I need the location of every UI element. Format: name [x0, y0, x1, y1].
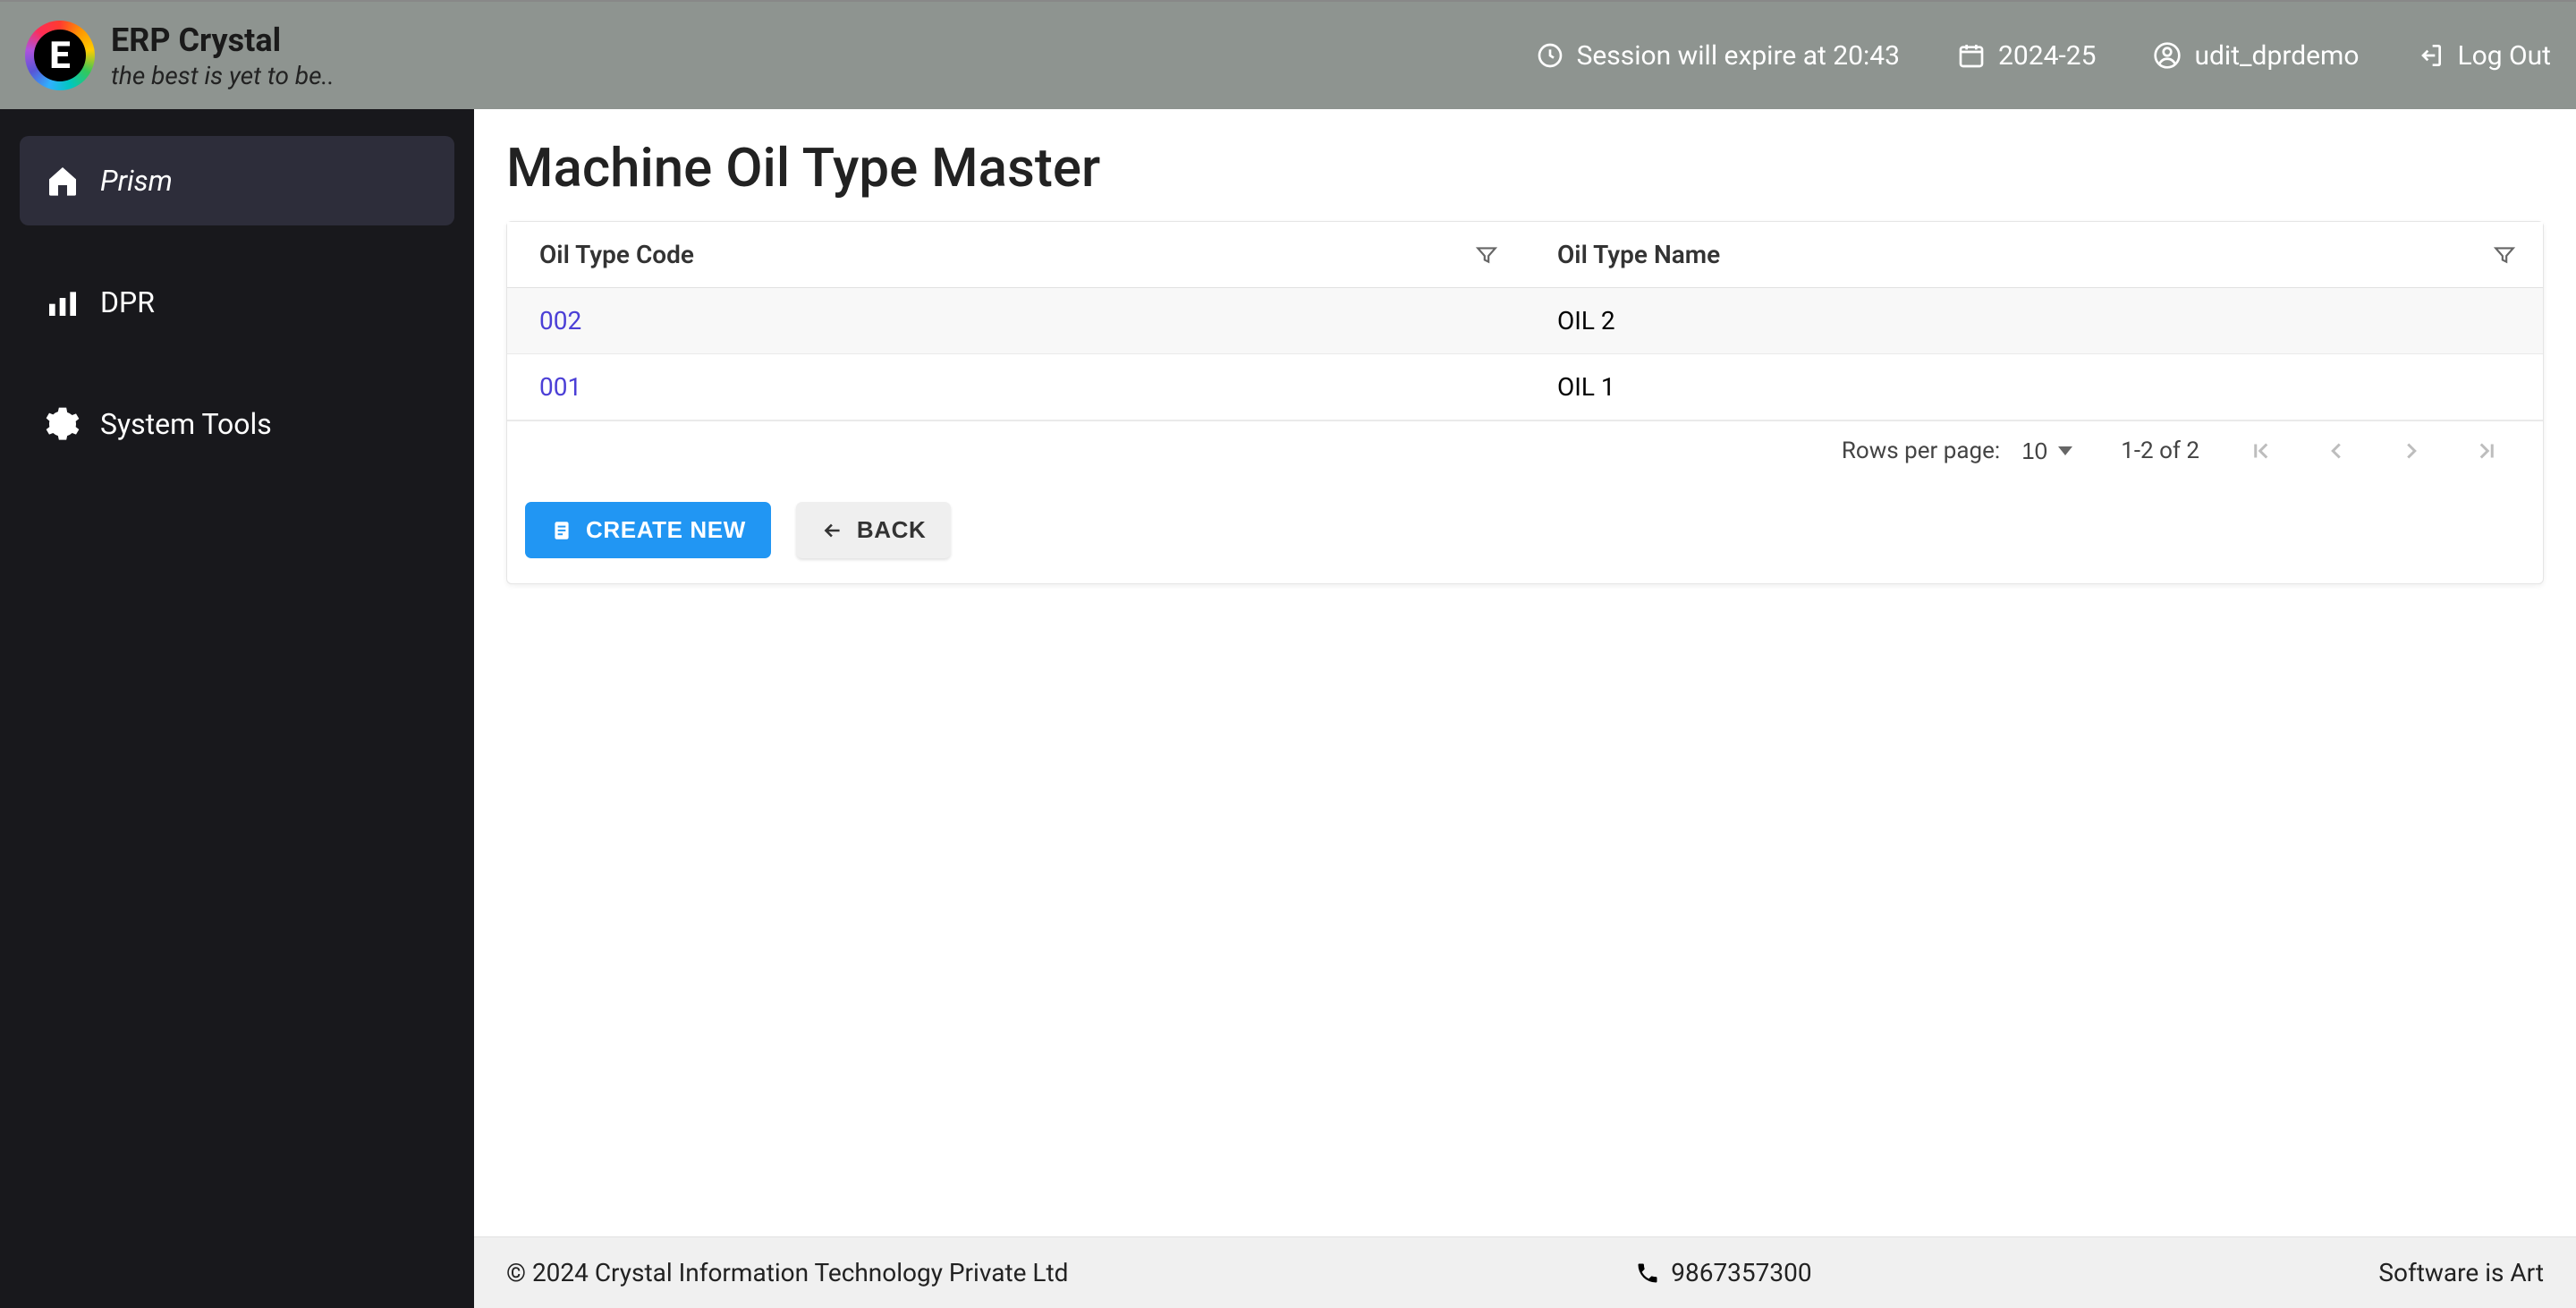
pagination: Rows per page: 10 1-2 of 2 [507, 420, 2543, 480]
top-header: E ERP Crystal the best is yet to be.. Se… [0, 2, 2576, 109]
page-title: Machine Oil Type Master [506, 136, 2544, 200]
prev-page-button[interactable] [2323, 437, 2350, 464]
session-expiry: Session will expire at 20:43 [1536, 40, 1900, 72]
back-button[interactable]: BACK [796, 502, 952, 558]
logout-button[interactable]: Log Out [2416, 40, 2551, 72]
oil-type-name-cell: OIL 1 [1525, 354, 2543, 420]
logout-icon [2416, 41, 2445, 70]
oil-type-name-cell: OIL 2 [1525, 288, 2543, 354]
oil-type-code-link[interactable]: 002 [507, 288, 1525, 354]
table-row: 002 OIL 2 [507, 288, 2543, 354]
user-menu[interactable]: udit_dprdemo [2153, 40, 2359, 72]
sidebar-item-dpr[interactable]: DPR [20, 258, 454, 347]
footer-phone-number: 9867357300 [1671, 1258, 1811, 1287]
rows-per-page-select[interactable]: 10 [2021, 437, 2072, 464]
footer-copyright: © 2024 Crystal Information Technology Pr… [506, 1258, 1068, 1287]
user-icon [2153, 41, 2182, 70]
clock-icon [1536, 41, 1564, 70]
oil-type-table: Oil Type Code Oil Type Name [507, 222, 2543, 420]
sidebar-item-label: System Tools [100, 407, 272, 441]
sidebar-item-prism[interactable]: Prism [20, 136, 454, 225]
arrow-left-icon [821, 519, 844, 542]
back-label: BACK [857, 516, 927, 544]
footer-tagline: Software is Art [2378, 1258, 2544, 1287]
brand-title: ERP Crystal [111, 21, 335, 59]
filter-icon[interactable] [2493, 243, 2516, 267]
column-header-label: Oil Type Code [539, 240, 694, 269]
session-expiry-text: Session will expire at 20:43 [1577, 40, 1900, 72]
home-icon [45, 163, 80, 199]
username-text: udit_dprdemo [2194, 40, 2359, 72]
phone-icon [1635, 1261, 1660, 1286]
gear-icon [45, 406, 80, 442]
brand-subtitle: the best is yet to be.. [111, 61, 335, 90]
sidebar: Prism DPR System Tools [0, 109, 474, 1308]
data-table-card: Oil Type Code Oil Type Name [506, 221, 2544, 584]
first-page-button[interactable] [2248, 437, 2275, 464]
table-row: 001 OIL 1 [507, 354, 2543, 420]
column-header-label: Oil Type Name [1557, 240, 1720, 269]
fiscal-year-text: 2024-25 [1998, 40, 2096, 72]
pagination-range: 1-2 of 2 [2121, 437, 2199, 464]
oil-type-code-link[interactable]: 001 [507, 354, 1525, 420]
create-new-button[interactable]: CREATE NEW [525, 502, 771, 558]
filter-icon[interactable] [1475, 243, 1498, 267]
footer-phone: 9867357300 [1635, 1258, 1811, 1287]
column-header-name[interactable]: Oil Type Name [1525, 222, 2543, 288]
footer: © 2024 Crystal Information Technology Pr… [474, 1236, 2576, 1308]
sidebar-item-label: DPR [100, 285, 155, 319]
rows-per-page-label: Rows per page: [1842, 437, 2000, 464]
column-header-code[interactable]: Oil Type Code [507, 222, 1525, 288]
last-page-button[interactable] [2473, 437, 2500, 464]
sidebar-item-system-tools[interactable]: System Tools [20, 379, 454, 469]
main-content: Machine Oil Type Master Oil Type Code Oi… [474, 109, 2576, 1308]
logo-letter: E [34, 30, 86, 81]
sidebar-item-label: Prism [100, 164, 173, 198]
document-icon [550, 519, 573, 542]
next-page-button[interactable] [2398, 437, 2425, 464]
create-new-label: CREATE NEW [586, 516, 746, 544]
action-bar: CREATE NEW BACK [507, 480, 2543, 583]
logout-label: Log Out [2457, 40, 2551, 72]
fiscal-year-selector[interactable]: 2024-25 [1957, 40, 2096, 72]
bar-chart-icon [45, 285, 80, 320]
brand: E ERP Crystal the best is yet to be.. [25, 21, 335, 90]
logo-icon: E [25, 21, 95, 90]
calendar-icon [1957, 41, 1986, 70]
